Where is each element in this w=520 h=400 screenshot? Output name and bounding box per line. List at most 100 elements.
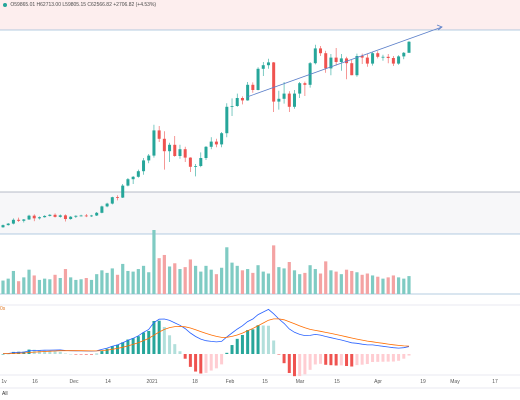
candle-body: [282, 93, 286, 99]
volume-bar: [350, 270, 354, 294]
volume-bar: [193, 265, 198, 294]
volume-bar: [386, 277, 390, 294]
macd-histogram-bar: [74, 354, 78, 355]
candle: [350, 60, 354, 76]
time-axis-tick-label: 15: [334, 379, 340, 385]
candle-body: [329, 57, 333, 69]
macd-histogram-bar: [100, 351, 104, 354]
candle: [334, 48, 338, 66]
trend-line-segment[interactable]: [246, 26, 443, 98]
candle: [402, 52, 406, 60]
candle-body: [235, 98, 239, 106]
candle-body: [355, 56, 359, 76]
macd-histogram-bar: [246, 330, 250, 354]
volume-bar: [167, 266, 172, 294]
candle: [298, 82, 302, 98]
candle-body: [261, 65, 265, 69]
candles: [1, 41, 411, 228]
volume-bar: [261, 271, 265, 294]
volume-bar: [235, 265, 239, 294]
volume-bar: [136, 269, 140, 294]
candle: [22, 218, 26, 223]
macd-histogram-bar: [157, 320, 161, 354]
volume-bar: [277, 267, 281, 294]
candle-body: [324, 53, 328, 69]
macd-histogram-bar: [27, 349, 31, 354]
volume-bar: [183, 267, 187, 294]
macd-histogram-bar: [365, 354, 369, 365]
volume-bar: [74, 279, 78, 294]
volume-bar: [344, 269, 349, 294]
candle-body: [157, 130, 161, 139]
candle: [95, 212, 99, 216]
candle: [147, 154, 151, 164]
candle-body: [27, 215, 31, 220]
candle-body: [397, 56, 401, 64]
macd-histogram-bar: [324, 354, 328, 365]
candle: [168, 142, 172, 162]
macd-histogram-bar: [251, 329, 255, 354]
candle: [63, 214, 67, 222]
volume-bar: [230, 262, 234, 294]
macd-histogram-bar: [371, 354, 375, 363]
trend-line[interactable]: [246, 24, 443, 98]
volume-bar: [11, 270, 16, 294]
candle-body: [381, 56, 385, 58]
macd-histogram-bar: [381, 354, 385, 362]
volume-bar: [105, 272, 109, 294]
candle: [282, 82, 286, 104]
candle: [256, 67, 260, 91]
macd-histogram-bar: [95, 353, 99, 355]
candle: [43, 215, 47, 218]
macd-histogram-bar: [313, 354, 317, 365]
macd-histogram-bar: [199, 354, 203, 374]
candle: [199, 152, 203, 168]
time-axis-tick-label: Feb: [226, 379, 235, 385]
macd-histogram-bar: [209, 354, 213, 371]
candle-body: [391, 58, 395, 64]
volume-bar: [1, 280, 5, 294]
candle-body: [277, 98, 281, 102]
candle-body: [6, 223, 10, 226]
volume-bar: [365, 273, 369, 294]
volume-bar: [256, 265, 260, 294]
macd-histogram-bar: [79, 354, 83, 355]
ohlc-values: O59865.01 H62713.00 L59805.15 C62566.82 …: [10, 2, 157, 8]
candle: [386, 54, 390, 64]
candle-body: [32, 215, 36, 219]
volume-bar: [282, 268, 286, 294]
macd-histogram-bar: [240, 334, 244, 354]
volume-bar: [240, 270, 245, 294]
macd-histogram-bar: [89, 354, 93, 355]
time-axis-tick-label: 17: [492, 379, 498, 385]
candle: [407, 41, 411, 53]
macd-histogram-bar: [131, 338, 135, 354]
volume-bar: [272, 245, 276, 294]
candle: [178, 144, 182, 159]
macd-histogram-bar: [407, 354, 411, 356]
candle-body: [43, 215, 47, 218]
candle-body: [183, 149, 187, 158]
macd-histogram-bar: [397, 354, 401, 361]
candle-body: [48, 214, 52, 216]
candle-body: [79, 215, 83, 217]
macd-histogram-bar: [37, 350, 41, 354]
candle-body: [89, 215, 93, 217]
volume-bar: [43, 278, 47, 294]
trend-line-arrow: [436, 24, 443, 31]
macd-histogram-bar: [319, 354, 323, 364]
time-axis-tick-label: Apr: [374, 379, 382, 385]
volume-bar: [126, 270, 130, 294]
candle-body: [84, 215, 88, 217]
volume-bar: [324, 261, 328, 294]
macd-histogram-bar: [188, 354, 192, 367]
candle-body: [142, 160, 146, 172]
volume-bar: [6, 278, 10, 294]
volume-bar: [329, 270, 333, 294]
range-all-button[interactable]: All: [2, 391, 8, 397]
candle-body: [69, 216, 73, 220]
volume-bar: [27, 269, 31, 294]
candle: [6, 223, 10, 226]
volume-bar: [115, 274, 120, 294]
